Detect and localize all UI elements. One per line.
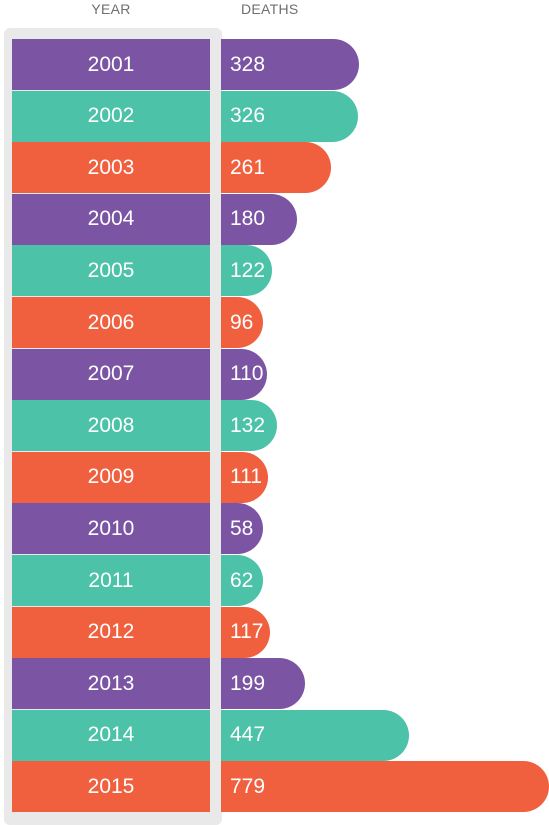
deaths-value-label: 117 bbox=[230, 620, 264, 644]
deaths-bar: 62 bbox=[221, 555, 263, 606]
year-label: 2012 bbox=[12, 606, 210, 658]
deaths-bar: 117 bbox=[221, 606, 271, 658]
deaths-value-label: 58 bbox=[230, 516, 254, 540]
deaths-bar: 96 bbox=[221, 297, 263, 348]
deaths-column-header: DEATHS bbox=[241, 1, 299, 17]
year-label: 2004 bbox=[12, 193, 210, 245]
deaths-value-label: 180 bbox=[230, 207, 266, 231]
year-label: 2006 bbox=[12, 297, 210, 348]
deaths-value-label: 199 bbox=[230, 671, 266, 695]
deaths-value-label: 261 bbox=[230, 155, 266, 179]
deaths-bar: 180 bbox=[221, 193, 297, 245]
deaths-bar: 261 bbox=[221, 142, 331, 194]
year-column-header: YEAR bbox=[91, 1, 131, 17]
year-label: 2005 bbox=[12, 245, 210, 297]
year-label: 2002 bbox=[12, 90, 210, 142]
deaths-value-label: 62 bbox=[230, 568, 254, 592]
year-label: 2011 bbox=[12, 555, 210, 606]
deaths-bar: 199 bbox=[221, 658, 305, 710]
deaths-value-label: 328 bbox=[230, 52, 266, 76]
deaths-bar: 110 bbox=[221, 348, 268, 400]
year-label: 2014 bbox=[12, 709, 210, 761]
deaths-bar: 326 bbox=[221, 90, 359, 142]
deaths-value-label: 111 bbox=[230, 465, 262, 489]
year-label: 2009 bbox=[12, 451, 210, 503]
year-label: 2015 bbox=[12, 761, 210, 813]
year-label: 2003 bbox=[12, 142, 210, 194]
deaths-bar: 58 bbox=[221, 503, 263, 555]
deaths-bar: 779 bbox=[221, 761, 549, 813]
deaths-value-label: 447 bbox=[230, 723, 266, 747]
deaths-value-label: 326 bbox=[230, 104, 266, 128]
year-label: 2001 bbox=[12, 39, 210, 90]
deaths-bar: 447 bbox=[221, 709, 410, 761]
year-label: 2007 bbox=[12, 348, 210, 400]
deaths-bar: 132 bbox=[221, 400, 277, 452]
year-label: 2013 bbox=[12, 658, 210, 710]
deaths-value-label: 779 bbox=[230, 774, 266, 798]
deaths-value-label: 96 bbox=[230, 310, 254, 334]
deaths-bar: 328 bbox=[221, 39, 360, 90]
deaths-value-label: 132 bbox=[230, 413, 266, 437]
deaths-value-label: 122 bbox=[230, 258, 266, 282]
deaths-bar: 111 bbox=[221, 451, 268, 503]
year-label: 2008 bbox=[12, 400, 210, 452]
deaths-bar: 122 bbox=[221, 245, 273, 297]
deaths-value-label: 110 bbox=[230, 362, 264, 386]
year-label: 2010 bbox=[12, 503, 210, 555]
